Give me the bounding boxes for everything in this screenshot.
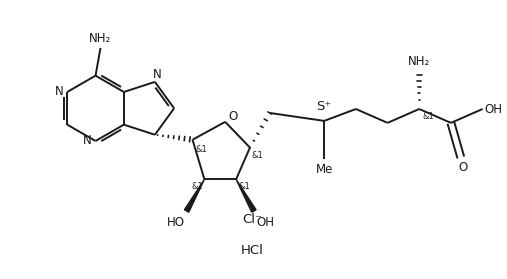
Text: O: O: [458, 162, 467, 174]
Text: &1: &1: [196, 145, 207, 154]
Text: NH₂: NH₂: [408, 56, 430, 68]
Polygon shape: [236, 179, 256, 212]
Text: N: N: [83, 134, 92, 148]
Text: Me: Me: [315, 163, 333, 176]
Text: Cl⁻: Cl⁻: [242, 213, 262, 226]
Text: N: N: [153, 68, 161, 81]
Text: NH₂: NH₂: [89, 32, 112, 45]
Text: N: N: [55, 85, 64, 98]
Text: &1: &1: [238, 182, 250, 191]
Text: &1: &1: [252, 151, 264, 160]
Text: OH: OH: [256, 216, 274, 229]
Text: HO: HO: [167, 216, 185, 229]
Text: OH: OH: [485, 102, 502, 116]
Polygon shape: [185, 179, 204, 212]
Text: S⁺: S⁺: [316, 100, 332, 113]
Text: HCl: HCl: [240, 244, 264, 258]
Text: O: O: [228, 110, 237, 123]
Text: &1: &1: [192, 182, 203, 191]
Text: &1: &1: [422, 112, 434, 121]
